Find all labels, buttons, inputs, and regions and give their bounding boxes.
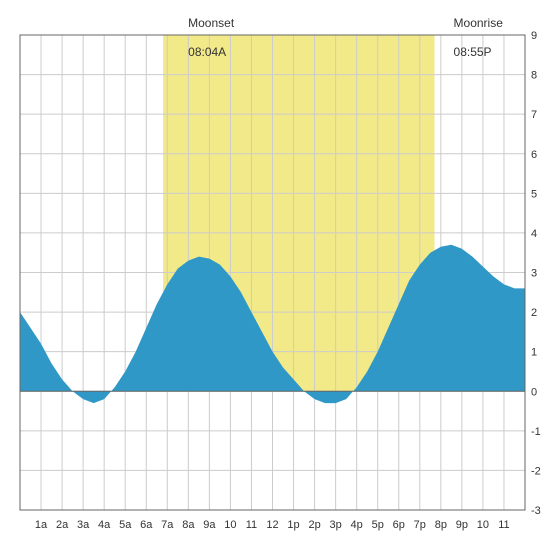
svg-text:3p: 3p — [330, 519, 342, 531]
svg-text:10: 10 — [477, 519, 489, 531]
svg-text:10: 10 — [224, 519, 236, 531]
svg-text:7a: 7a — [161, 519, 174, 531]
svg-text:-1: -1 — [531, 426, 541, 438]
svg-text:1: 1 — [531, 347, 537, 359]
tide-chart: -3-2-101234567891a2a3a4a5a6a7a8a9a101112… — [0, 0, 550, 550]
svg-text:1p: 1p — [287, 519, 299, 531]
svg-text:4p: 4p — [351, 519, 363, 531]
chart-svg: -3-2-101234567891a2a3a4a5a6a7a8a9a101112… — [0, 0, 550, 550]
svg-text:7: 7 — [531, 109, 537, 121]
svg-text:9a: 9a — [203, 519, 216, 531]
moonset-title: Moonset — [188, 16, 234, 30]
svg-text:6: 6 — [531, 149, 537, 161]
svg-text:5p: 5p — [372, 519, 384, 531]
svg-text:8: 8 — [531, 70, 537, 82]
svg-text:11: 11 — [246, 519, 257, 531]
svg-text:9: 9 — [531, 30, 537, 42]
svg-text:2a: 2a — [56, 519, 69, 531]
svg-text:12: 12 — [266, 519, 278, 531]
svg-text:7p: 7p — [414, 519, 426, 531]
moonrise-label: Moonrise 08:55P — [440, 2, 503, 74]
moonset-time: 08:04A — [188, 45, 226, 59]
svg-text:8a: 8a — [182, 519, 195, 531]
svg-text:6p: 6p — [393, 519, 405, 531]
svg-text:4: 4 — [531, 228, 537, 240]
svg-text:2: 2 — [531, 307, 537, 319]
svg-text:11: 11 — [498, 519, 509, 531]
svg-text:5a: 5a — [119, 519, 132, 531]
moonset-label: Moonset 08:04A — [175, 2, 234, 74]
svg-text:-3: -3 — [531, 505, 541, 517]
svg-text:-2: -2 — [531, 465, 541, 477]
svg-text:2p: 2p — [308, 519, 320, 531]
svg-text:3a: 3a — [77, 519, 90, 531]
svg-text:6a: 6a — [140, 519, 153, 531]
svg-text:8p: 8p — [435, 519, 447, 531]
svg-text:9p: 9p — [456, 519, 468, 531]
svg-text:0: 0 — [531, 386, 537, 398]
svg-text:3: 3 — [531, 268, 537, 280]
svg-text:4a: 4a — [98, 519, 111, 531]
moonrise-title: Moonrise — [454, 16, 503, 30]
moonrise-time: 08:55P — [454, 45, 492, 59]
svg-text:1a: 1a — [35, 519, 48, 531]
svg-text:5: 5 — [531, 188, 537, 200]
